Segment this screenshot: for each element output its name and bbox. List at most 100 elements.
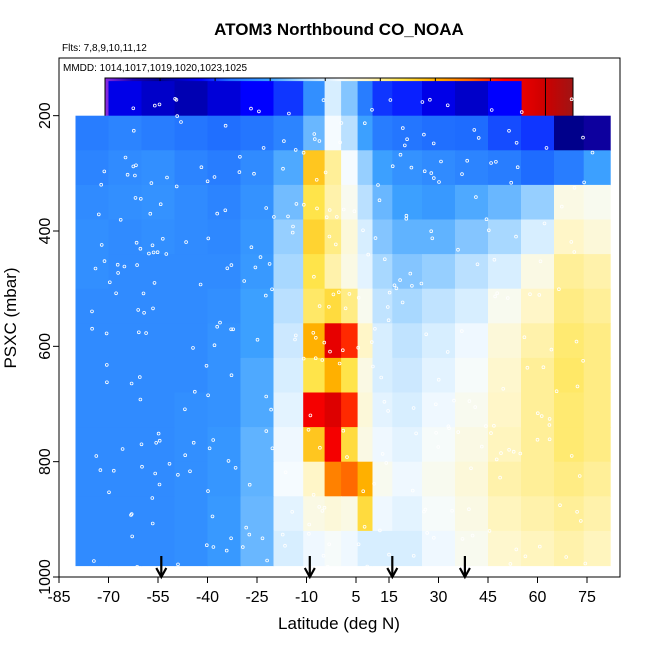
heatmap-cell bbox=[240, 496, 275, 532]
heatmap-cell bbox=[357, 392, 374, 428]
track-point bbox=[150, 496, 155, 500]
track-point bbox=[484, 424, 488, 428]
y-tick-label: 200 bbox=[37, 102, 54, 129]
heatmap-cell bbox=[273, 392, 304, 428]
track-point bbox=[212, 343, 217, 348]
heatmap-cell bbox=[357, 184, 374, 221]
heatmap-cell bbox=[521, 254, 555, 290]
heatmap-cell bbox=[488, 219, 522, 255]
track-point bbox=[460, 537, 465, 541]
heatmap-cell bbox=[392, 357, 423, 394]
track-point bbox=[312, 274, 316, 279]
track-point bbox=[400, 126, 405, 130]
track-point bbox=[519, 110, 524, 114]
heatmap-cell bbox=[455, 496, 489, 532]
track-point bbox=[153, 471, 158, 476]
track-point bbox=[290, 509, 295, 514]
track-point bbox=[167, 461, 172, 466]
heatmap-cell bbox=[392, 323, 423, 359]
track-point bbox=[176, 562, 180, 567]
track-point bbox=[558, 503, 562, 508]
heatmap-cell bbox=[324, 530, 342, 567]
track-point bbox=[347, 292, 352, 296]
track-point bbox=[356, 542, 361, 547]
heatmap-cell bbox=[341, 357, 359, 394]
x-tick-label: -10 bbox=[295, 589, 318, 606]
track-point bbox=[378, 528, 382, 533]
track-point bbox=[523, 554, 528, 559]
heatmap-cell bbox=[521, 357, 555, 394]
track-point bbox=[257, 109, 261, 114]
track-point bbox=[327, 304, 331, 309]
heatmap-cell bbox=[141, 461, 176, 497]
track-point bbox=[105, 363, 109, 367]
track-point bbox=[231, 327, 236, 332]
track-point bbox=[492, 257, 497, 262]
track-point bbox=[370, 108, 374, 112]
heatmap-cell bbox=[273, 81, 304, 117]
heatmap-cell bbox=[357, 81, 374, 117]
heatmap-cell bbox=[174, 461, 209, 497]
track-point bbox=[199, 165, 204, 170]
track-point bbox=[465, 158, 470, 163]
heatmap-cell bbox=[108, 461, 143, 497]
track-point bbox=[149, 181, 154, 185]
track-point bbox=[211, 438, 216, 442]
track-point bbox=[307, 522, 312, 527]
track-point bbox=[265, 558, 269, 563]
track-point bbox=[507, 447, 511, 452]
heatmap-cell bbox=[583, 323, 611, 359]
heatmap-cell bbox=[341, 392, 359, 428]
track-point bbox=[429, 171, 434, 175]
heatmap-cell bbox=[141, 219, 176, 255]
heatmap-cell bbox=[75, 150, 110, 186]
track-point bbox=[507, 129, 511, 133]
heatmap-cell bbox=[174, 115, 209, 151]
track-point bbox=[315, 206, 319, 211]
track-point bbox=[511, 449, 516, 454]
track-point bbox=[341, 428, 346, 433]
track-point bbox=[410, 488, 415, 493]
arrow-markers bbox=[155, 556, 471, 580]
track-point bbox=[174, 184, 179, 189]
heatmap-cell bbox=[583, 254, 611, 290]
heatmap-cell bbox=[488, 323, 522, 359]
heatmap-cell bbox=[141, 115, 176, 151]
track-point bbox=[301, 356, 306, 361]
track-point bbox=[390, 164, 395, 169]
track-point bbox=[264, 206, 269, 210]
track-point bbox=[223, 123, 228, 128]
track-point bbox=[411, 406, 416, 410]
track-point bbox=[314, 178, 319, 182]
track-point bbox=[215, 211, 220, 216]
track-point bbox=[334, 215, 339, 219]
heatmap-cell bbox=[554, 530, 585, 567]
track-point bbox=[386, 409, 390, 413]
heatmap-cell bbox=[273, 288, 304, 324]
heatmap-cell bbox=[488, 288, 522, 324]
heatmap-cell bbox=[207, 323, 242, 359]
track-point bbox=[489, 431, 493, 435]
track-point bbox=[205, 179, 210, 184]
heatmap-cell bbox=[372, 392, 393, 428]
x-tick-label: -40 bbox=[196, 589, 219, 606]
track-point bbox=[99, 243, 104, 247]
heatmap-cell bbox=[174, 254, 209, 290]
track-point bbox=[379, 375, 384, 380]
heatmap-cell bbox=[372, 323, 393, 359]
track-point bbox=[112, 468, 116, 473]
heatmap-cell bbox=[324, 461, 342, 497]
heatmap-cell bbox=[372, 150, 393, 186]
track-point bbox=[157, 102, 162, 107]
heatmap-cell bbox=[108, 530, 143, 567]
heatmap-cell bbox=[207, 254, 242, 290]
heatmap-cell bbox=[108, 115, 143, 151]
heatmap-cell bbox=[303, 530, 326, 567]
heatmap-cell bbox=[455, 115, 489, 151]
x-tick-label: 15 bbox=[380, 589, 398, 606]
track-point bbox=[270, 287, 274, 292]
heatmap-cell bbox=[75, 461, 110, 497]
track-point bbox=[575, 384, 580, 389]
heatmap-cell bbox=[240, 150, 275, 186]
track-point bbox=[554, 389, 559, 394]
